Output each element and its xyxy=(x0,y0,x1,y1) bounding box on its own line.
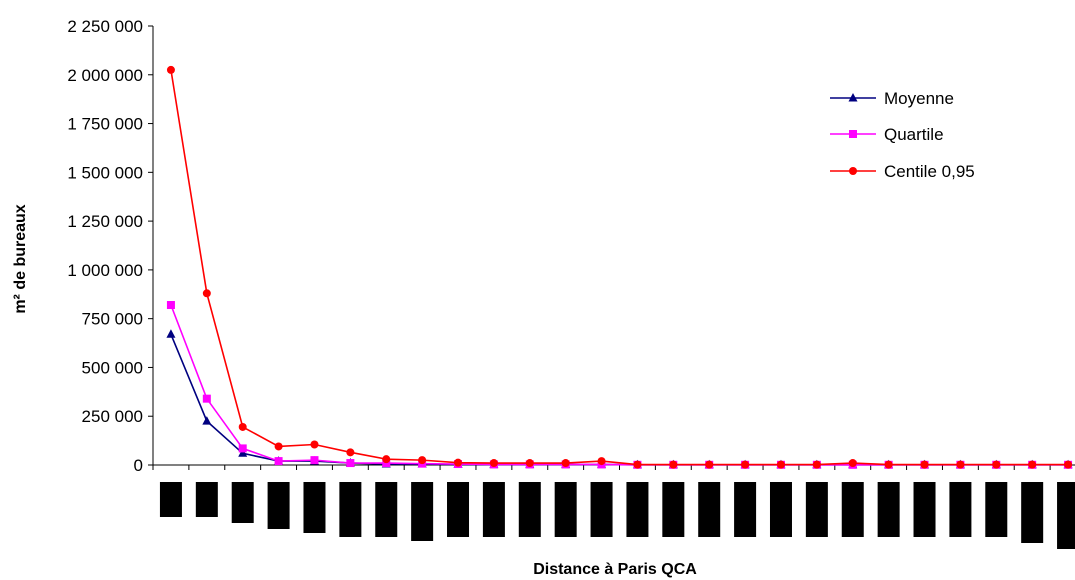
x-category-label-redacted xyxy=(411,482,434,541)
data-point xyxy=(274,442,283,451)
data-point xyxy=(1028,460,1037,469)
x-category-label-redacted xyxy=(518,482,541,537)
x-category-label-redacted xyxy=(554,482,577,537)
x-category-label-redacted xyxy=(734,482,757,537)
x-category-label-redacted xyxy=(267,482,290,529)
legend-label: Moyenne xyxy=(884,89,954,108)
data-point xyxy=(669,460,678,469)
x-category-label-redacted xyxy=(303,482,326,533)
y-tick-label: 1 000 000 xyxy=(67,261,143,280)
data-point xyxy=(633,460,642,469)
y-tick-label: 1 250 000 xyxy=(67,212,143,231)
x-axis-title: Distance à Paris QCA xyxy=(533,561,697,578)
y-tick-label: 1 500 000 xyxy=(67,163,143,182)
x-category-label-redacted xyxy=(662,482,685,537)
data-point xyxy=(310,456,319,465)
x-category-label-redacted xyxy=(877,482,900,537)
legend-label: Quartile xyxy=(884,125,944,144)
data-point xyxy=(525,459,534,468)
data-point xyxy=(346,448,355,457)
y-tick-label: 2 250 000 xyxy=(67,17,143,36)
data-point xyxy=(166,301,175,310)
y-tick-label: 750 000 xyxy=(82,310,143,329)
y-tick-label: 0 xyxy=(134,456,143,475)
data-point xyxy=(741,460,750,469)
y-tick-label: 250 000 xyxy=(82,407,143,426)
x-category-label-redacted xyxy=(913,482,936,537)
x-category-label-redacted xyxy=(482,482,505,537)
x-category-label-redacted xyxy=(1057,482,1075,549)
data-point xyxy=(418,456,427,465)
x-category-label-redacted xyxy=(339,482,362,537)
series-line-2 xyxy=(170,304,1069,466)
data-point xyxy=(202,416,212,425)
data-point xyxy=(489,459,498,468)
x-category-label-redacted xyxy=(841,482,864,537)
data-point xyxy=(166,329,176,338)
y-axis-title: m² de bureaux xyxy=(12,204,29,313)
data-point xyxy=(1064,460,1073,469)
data-point xyxy=(705,460,714,469)
data-point xyxy=(597,457,606,466)
data-point xyxy=(310,440,319,449)
x-category-label-redacted xyxy=(447,482,470,537)
data-point xyxy=(454,458,463,467)
data-point xyxy=(956,460,965,469)
data-point xyxy=(848,459,857,468)
legend-swatch-marker xyxy=(848,93,858,102)
data-point xyxy=(776,460,785,469)
y-tick-label: 2 000 000 xyxy=(67,66,143,85)
x-category-label-redacted xyxy=(159,482,182,517)
data-point xyxy=(238,422,247,431)
data-point xyxy=(884,460,893,469)
data-point xyxy=(238,448,248,457)
x-category-label-redacted xyxy=(375,482,398,537)
data-point xyxy=(202,289,211,298)
x-category-label-redacted xyxy=(231,482,254,523)
x-category-label-redacted xyxy=(769,482,792,537)
data-point xyxy=(920,460,929,469)
x-category-label-redacted xyxy=(626,482,649,537)
data-point xyxy=(561,459,570,468)
x-category-label-redacted xyxy=(1021,482,1044,543)
data-point xyxy=(992,460,1001,469)
data-point xyxy=(812,460,821,469)
x-category-label-redacted xyxy=(985,482,1008,537)
x-category-label-redacted xyxy=(698,482,721,537)
data-point xyxy=(202,394,211,403)
series-line-3 xyxy=(170,69,1069,466)
legend: Moyenne Quartile Centile 0,95 xyxy=(830,89,975,181)
data-point xyxy=(346,459,355,468)
x-category-label-redacted xyxy=(590,482,613,537)
data-point xyxy=(382,455,391,464)
legend-swatch-marker xyxy=(849,130,857,138)
x-category-label-redacted xyxy=(195,482,218,517)
legend-swatch-marker xyxy=(849,167,857,175)
data-point xyxy=(274,457,283,466)
y-tick-label: 1 750 000 xyxy=(67,115,143,134)
data-point xyxy=(238,444,247,453)
data-point xyxy=(166,65,175,74)
x-category-label-redacted xyxy=(805,482,828,537)
plot-area: 0 250 000 500 000 750 000 1 000 000 1 250 000… xyxy=(67,17,1075,549)
x-category-label-redacted xyxy=(949,482,972,537)
y-tick-label: 500 000 xyxy=(82,358,143,377)
legend-label: Centile 0,95 xyxy=(884,162,975,181)
